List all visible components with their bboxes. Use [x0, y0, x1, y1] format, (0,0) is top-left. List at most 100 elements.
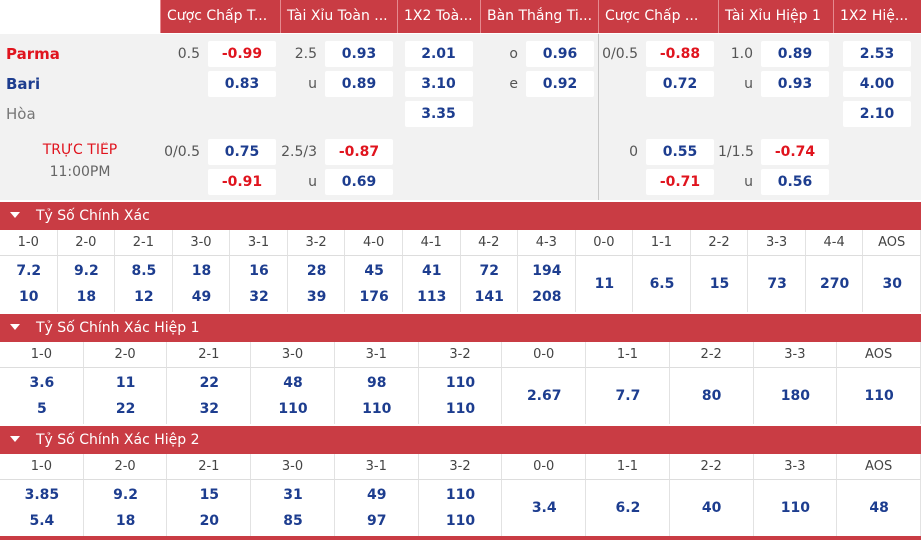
score-cell: [754, 368, 838, 424]
score-odds: 72: [479, 263, 500, 279]
odds-line: 0/0.5: [164, 144, 200, 160]
score-cell: [576, 256, 634, 312]
score-odds: 18: [191, 263, 212, 279]
odds-value: 0.69: [325, 169, 393, 195]
score-odds: 110: [445, 487, 476, 503]
divider: [598, 34, 599, 200]
score-odds: 9.2: [113, 487, 138, 503]
team-name: Parma: [6, 45, 60, 63]
score-header: 1-1: [586, 342, 670, 368]
section-title: Tỷ Số Chính Xác Hiệp 1: [0, 314, 921, 342]
team-name: Hòa: [6, 105, 36, 123]
score-odds: 12: [134, 289, 154, 305]
section-title: Tỷ Số Chính Xác Hiệp 2: [0, 426, 921, 454]
score-odds: 9.2: [73, 263, 99, 279]
score-header: 2-1: [167, 342, 252, 368]
score-odds: 110: [780, 500, 810, 516]
score-header: 1-0: [0, 454, 84, 480]
odds-value: 0.96: [526, 41, 594, 67]
live-label: TRỰC TIẾP: [42, 142, 118, 158]
score-cell: [335, 368, 419, 424]
score-header: 3-1: [334, 342, 419, 368]
score-odds: 85: [283, 513, 303, 529]
collapse-arrow: [10, 324, 20, 330]
score-header: 4-3: [518, 230, 576, 256]
odds-line: e: [509, 76, 518, 92]
score-cell: [670, 480, 754, 536]
score-cell: [167, 480, 252, 536]
score-odds: 30: [882, 276, 902, 292]
score-cell: [84, 368, 168, 424]
score-header: 1-0: [0, 230, 58, 256]
score-odds: 208: [532, 289, 562, 305]
score-cell: [502, 480, 587, 536]
odds-value: 0.93: [761, 71, 829, 97]
score-cell: [633, 256, 691, 312]
score-cell: [586, 480, 670, 536]
score-odds: 41: [421, 263, 442, 279]
score-odds: 20: [199, 513, 220, 529]
odds-value: 0.93: [325, 41, 393, 67]
column-header: Cược Chấp T...: [160, 0, 280, 33]
score-odds: 28: [306, 263, 327, 279]
score-cell: [115, 256, 173, 312]
odds-value: 2.10: [843, 101, 911, 127]
score-header: 3-1: [334, 454, 419, 480]
odds-value: 2.01: [404, 41, 473, 67]
score-odds: 11: [594, 276, 615, 292]
score-header: 4-2: [460, 230, 519, 256]
score-cell: [586, 368, 670, 424]
score-odds: 3.6: [29, 375, 55, 391]
score-header: 1-1: [586, 454, 670, 480]
score-odds: 110: [445, 401, 476, 417]
score-odds: 18: [115, 513, 136, 529]
column-header: Cược Chấp ...: [598, 0, 718, 33]
odds-line: u: [308, 174, 317, 190]
score-cell: [754, 480, 838, 536]
score-cell: [502, 368, 587, 424]
odds-value: 3.35: [404, 101, 473, 127]
score-odds: 141: [474, 289, 504, 305]
score-odds: 31: [283, 487, 303, 503]
score-odds: 194: [532, 263, 562, 279]
score-header: 3-3: [753, 454, 838, 480]
score-odds: 180: [780, 388, 810, 404]
team-name: Bari: [6, 75, 41, 93]
score-cell: [837, 368, 921, 424]
score-cell: [419, 480, 503, 536]
odds-value: 0.83: [208, 71, 276, 97]
score-odds: 110: [445, 513, 476, 529]
score-cell: [419, 368, 503, 424]
score-odds: 6.5: [649, 276, 675, 292]
odds-value: 0.72: [646, 71, 714, 97]
score-odds: 5.4: [29, 513, 55, 529]
score-header: 3-0: [172, 230, 231, 256]
bottom-bar: [0, 536, 921, 540]
score-cell: [518, 256, 576, 312]
score-header: 2-2: [690, 230, 749, 256]
odds-line: 1/1.5: [718, 144, 753, 160]
odds-line: 2.5/3: [281, 144, 317, 160]
column-header: Bàn Thắng Ti...: [480, 0, 598, 33]
score-cell: [251, 368, 335, 424]
odds-line: 1.0: [730, 46, 753, 62]
collapse-arrow: [10, 212, 20, 218]
odds-value: -0.87: [325, 139, 393, 165]
score-header: 3-3: [753, 342, 838, 368]
score-odds: 2.67: [526, 388, 562, 404]
score-header: 0-0: [502, 342, 587, 368]
collapse-arrow: [10, 436, 20, 442]
score-cell: [691, 256, 749, 312]
score-cell: [806, 256, 864, 312]
score-odds: 16: [249, 263, 269, 279]
score-odds: 8.5: [131, 263, 157, 279]
score-cell: [167, 368, 252, 424]
score-header: 3-0: [251, 342, 335, 368]
score-cell: [84, 480, 168, 536]
odds-line: 0.5: [177, 46, 200, 62]
odds-line: o: [509, 46, 518, 62]
odds-value: -0.91: [208, 169, 276, 195]
score-header: 3-3: [748, 230, 806, 256]
score-header: 4-4: [805, 230, 864, 256]
score-odds: 113: [417, 289, 447, 305]
